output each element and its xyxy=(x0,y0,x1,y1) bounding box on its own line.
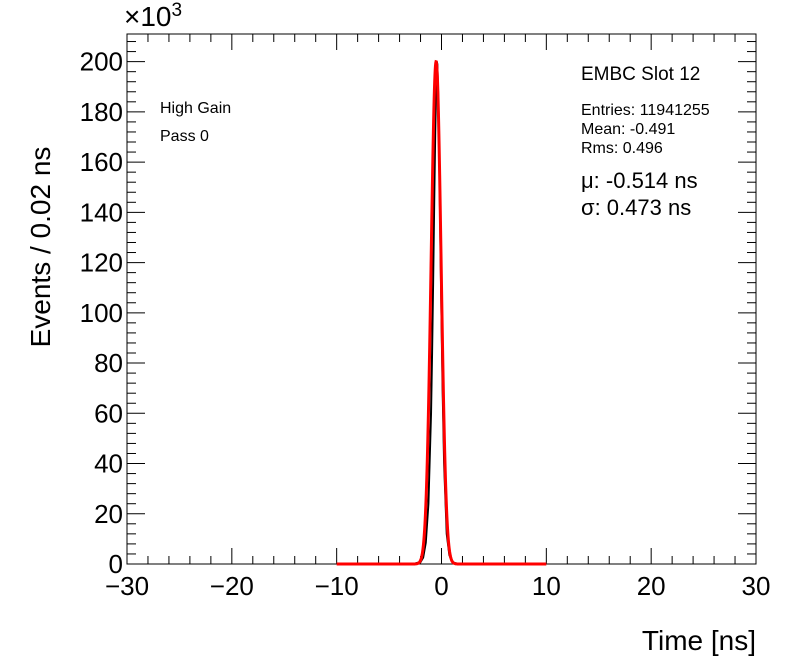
x-tick-label: 10 xyxy=(532,571,561,601)
y-axis-multiplier: ×103 xyxy=(124,0,182,32)
gain-label: High Gain xyxy=(160,100,231,117)
y-tick-label: 0 xyxy=(109,549,123,579)
y-tick-label: 100 xyxy=(80,298,123,328)
y-tick-label: 20 xyxy=(94,499,123,529)
y-tick-label: 140 xyxy=(80,197,123,227)
y-tick-label: 60 xyxy=(94,398,123,428)
y-tick-label: 40 xyxy=(94,449,123,479)
x-tick-label: 20 xyxy=(637,571,666,601)
x-tick-label: −20 xyxy=(210,571,254,601)
gaussian-fit-series xyxy=(336,59,547,566)
stats-rms: Rms: 0.496 xyxy=(581,140,663,157)
x-axis-ticks xyxy=(126,34,757,564)
x-tick-label: 0 xyxy=(434,571,448,601)
stats-title: EMBC Slot 12 xyxy=(581,64,700,85)
pass-label: Pass 0 xyxy=(160,128,209,145)
y-tick-label: 120 xyxy=(80,248,123,278)
fit-mu: μ: -0.514 ns xyxy=(581,168,698,193)
x-axis-title: Time [ns] xyxy=(642,625,756,656)
stats-mean: Mean: -0.491 xyxy=(581,121,675,138)
stats-entries: Entries: 11941255 xyxy=(581,102,710,119)
y-axis-ticks xyxy=(127,41,756,565)
y-tick-label: 200 xyxy=(80,47,123,77)
fit-sigma: σ: 0.473 ns xyxy=(581,195,691,220)
x-tick-label: 30 xyxy=(742,571,771,601)
x-axis-tick-labels: −30 −20 −10 0 10 20 30 xyxy=(105,571,771,601)
y-axis-tick-labels: 0 20 40 60 80 100 120 140 160 180 200 xyxy=(80,47,123,579)
y-tick-label: 160 xyxy=(80,147,123,177)
y-tick-label: 180 xyxy=(80,97,123,127)
y-axis-title: Events / 0.02 ns xyxy=(25,147,56,348)
x-tick-label: −10 xyxy=(315,571,359,601)
x-tick-label: −30 xyxy=(105,571,149,601)
y-tick-label: 80 xyxy=(94,348,123,378)
